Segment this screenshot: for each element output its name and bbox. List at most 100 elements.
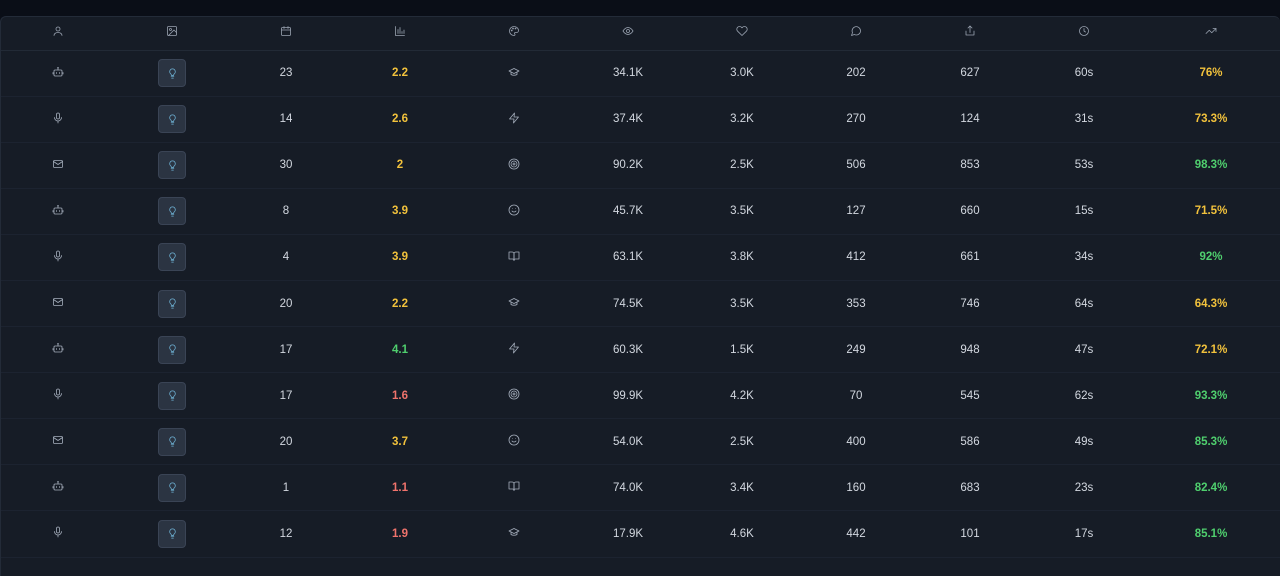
trend-value-cell: 76% [1141, 50, 1280, 96]
duration-value: 31s [1074, 113, 1094, 126]
trend-value: 85.3% [1194, 435, 1228, 448]
views-value-cell: 17.9K [571, 511, 685, 557]
column-header-share[interactable] [913, 17, 1027, 50]
rating-value: 2.2 [392, 297, 408, 310]
table-row[interactable]: 23 2.2 34.1K 3.0K 202 627 60s 76% [1, 50, 1280, 97]
duration-value-cell: 17s [1027, 511, 1141, 557]
column-header-eye[interactable] [571, 17, 685, 50]
column-header-clock[interactable] [1027, 17, 1141, 50]
likes-value: 3.2K [730, 113, 754, 126]
lightbulb-icon [167, 344, 178, 355]
category-icon-cell [457, 96, 571, 142]
duration-value-cell: 60s [1027, 50, 1141, 96]
table-row[interactable]: 30 2 90.2K 2.5K 506 853 53s 98.3% [1, 142, 1280, 189]
comments-value: 412 [846, 251, 866, 264]
column-header-message-circle[interactable] [799, 17, 913, 50]
mail-icon [52, 434, 64, 446]
column-header-trending-up[interactable] [1141, 17, 1280, 50]
shares-value: 853 [960, 159, 980, 172]
bot-icon [52, 66, 64, 78]
data-table: 23 2.2 34.1K 3.0K 202 627 60s 76% 14 2.6 37.4K 3.2K… [1, 17, 1280, 558]
column-header-user[interactable] [1, 17, 115, 50]
trend-value-cell: 82.4% [1141, 465, 1280, 511]
rating-value-cell: 1.1 [343, 465, 457, 511]
table-row[interactable]: 20 2.2 74.5K 3.5K 353 746 64s 64.3% [1, 280, 1280, 327]
likes-value: 3.4K [730, 481, 754, 494]
table-row[interactable]: 4 3.9 63.1K 3.8K 412 661 34s 92% [1, 234, 1280, 281]
type-icon-cell [1, 188, 115, 234]
days-value: 1 [282, 481, 290, 494]
thumbnail[interactable] [158, 473, 186, 502]
likes-value-cell: 2.5K [685, 142, 799, 188]
thumbnail-cell [115, 373, 229, 419]
table-row[interactable]: 17 4.1 60.3K 1.5K 249 948 47s 72.1% [1, 327, 1280, 373]
mic-icon [52, 388, 64, 400]
likes-value-cell: 1.5K [685, 327, 799, 373]
thumbnail-cell [115, 465, 229, 511]
type-icon-cell [1, 511, 115, 557]
thumbnail[interactable] [158, 289, 186, 318]
likes-value-cell: 3.5K [685, 280, 799, 326]
duration-value: 49s [1074, 435, 1094, 448]
column-header-image[interactable] [115, 17, 229, 50]
column-header-palette[interactable] [457, 17, 571, 50]
table-row[interactable]: 14 2.6 37.4K 3.2K 270 124 31s 73.3% [1, 96, 1280, 143]
table-row[interactable]: 17 1.6 99.9K 4.2K 70 545 62s 93.3% [1, 373, 1280, 419]
lightbulb-icon [167, 298, 178, 309]
rating-value: 1.6 [392, 389, 408, 402]
lightbulb-icon [167, 390, 178, 401]
thumbnail[interactable] [158, 243, 186, 272]
thumbnail[interactable] [158, 381, 186, 410]
thumbnail[interactable] [158, 519, 186, 548]
duration-value-cell: 49s [1027, 419, 1141, 465]
trend-value-cell: 93.3% [1141, 373, 1280, 419]
views-value-cell: 34.1K [571, 50, 685, 96]
views-value: 54.0K [612, 435, 644, 448]
mail-icon [52, 296, 64, 308]
days-value: 30 [279, 159, 293, 172]
comments-value: 202 [846, 67, 866, 80]
table-row[interactable]: 20 3.7 54.0K 2.5K 400 586 49s 85.3% [1, 419, 1280, 465]
image-icon [166, 25, 178, 37]
shares-value-cell: 124 [913, 96, 1027, 142]
duration-value: 47s [1074, 343, 1094, 356]
thumbnail-cell [115, 511, 229, 557]
thumbnail-cell [115, 188, 229, 234]
thumbnail[interactable] [158, 335, 186, 364]
table-row[interactable]: 8 3.9 45.7K 3.5K 127 660 15s 71.5% [1, 188, 1280, 235]
thumbnail[interactable] [158, 59, 186, 88]
likes-value: 4.2K [730, 389, 754, 402]
thumbnail[interactable] [158, 105, 186, 134]
type-icon-cell [1, 50, 115, 96]
comments-value-cell: 506 [799, 142, 913, 188]
thumbnail[interactable] [158, 197, 186, 226]
days-value: 17 [279, 343, 293, 356]
column-header-calendar[interactable] [229, 17, 343, 50]
bot-icon [52, 204, 64, 216]
days-value: 20 [279, 435, 293, 448]
palette-icon [508, 25, 520, 37]
thumbnail[interactable] [158, 151, 186, 180]
trend-value-cell: 92% [1141, 234, 1280, 280]
column-header-heart[interactable] [685, 17, 799, 50]
type-icon-cell [1, 96, 115, 142]
rating-value-cell: 3.9 [343, 234, 457, 280]
likes-value: 4.6K [730, 527, 754, 540]
trend-value-cell: 72.1% [1141, 327, 1280, 373]
likes-value: 2.5K [730, 159, 754, 172]
table-row[interactable]: 12 1.9 17.9K 4.6K 442 101 17s 85.1% [1, 511, 1280, 558]
user-icon [52, 25, 64, 37]
rating-value-cell: 2.2 [343, 280, 457, 326]
days-value: 12 [279, 527, 293, 540]
views-value: 60.3K [612, 343, 644, 356]
table-row[interactable]: 1 1.1 74.0K 3.4K 160 683 23s 82.4% [1, 465, 1280, 511]
column-header-bar-chart[interactable] [343, 17, 457, 50]
category-icon-cell [457, 327, 571, 373]
thumbnail[interactable] [158, 427, 186, 456]
trend-value: 73.3% [1194, 113, 1228, 126]
views-value: 90.2K [612, 159, 644, 172]
days-value-cell: 14 [229, 96, 343, 142]
comments-value-cell: 412 [799, 234, 913, 280]
lightbulb-icon [167, 482, 178, 493]
graduation-cap-icon [508, 296, 520, 308]
